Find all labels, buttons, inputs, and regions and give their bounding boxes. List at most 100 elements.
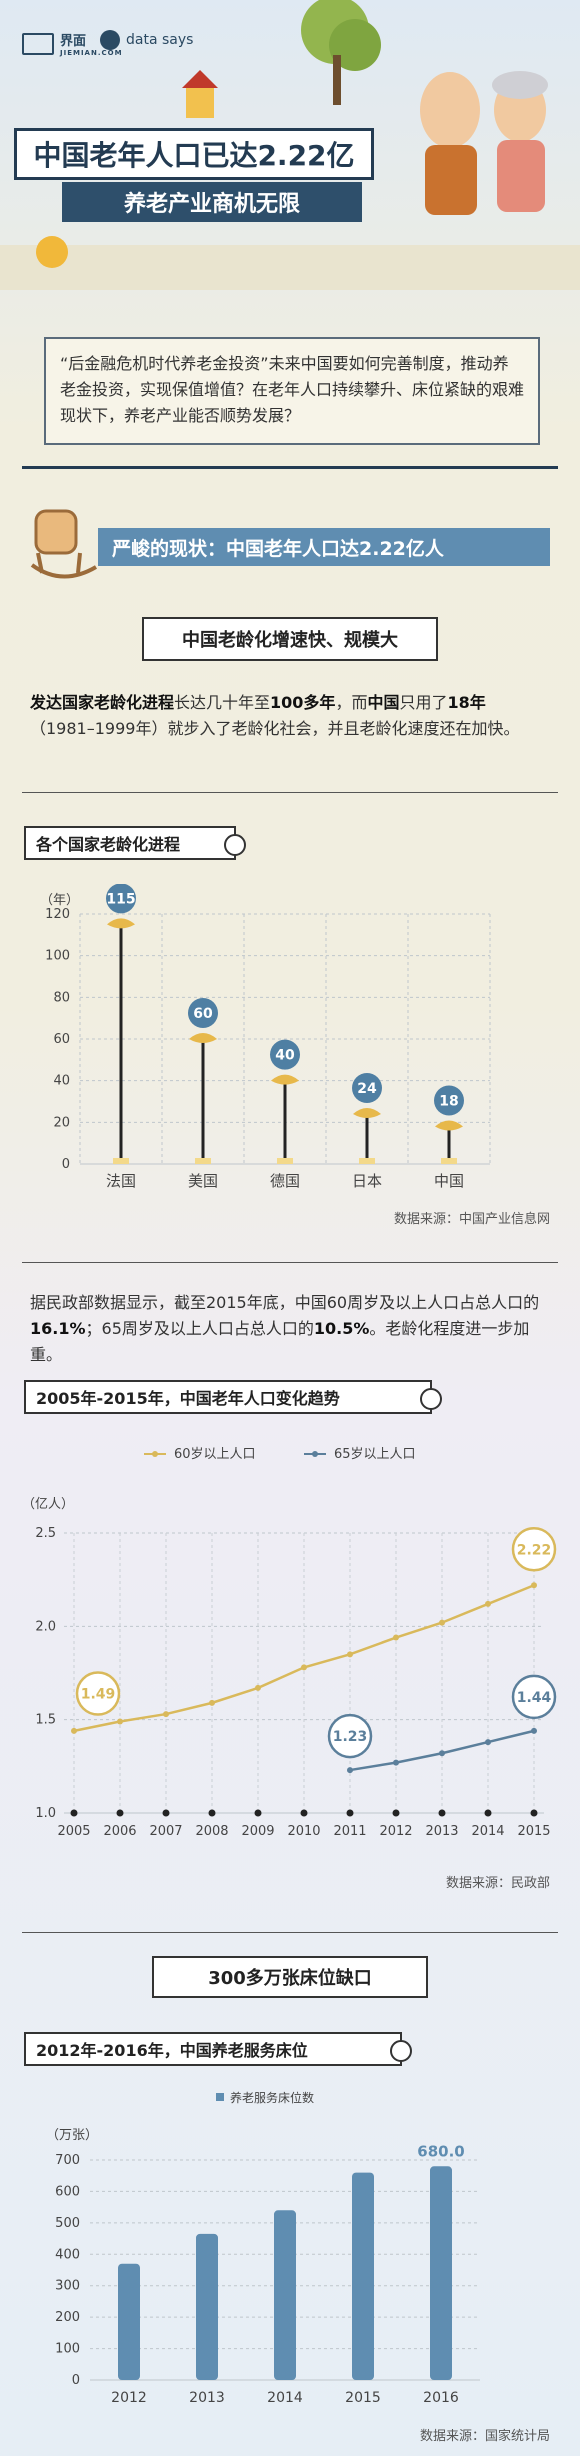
chart2-xaxis-dot <box>70 1809 78 1817</box>
chart3-legend-label: 养老服务床位数 <box>230 2090 314 2105</box>
chart3-category-label: 2013 <box>189 2390 225 2406</box>
chart2-xtick-label: 2013 <box>425 1824 458 1839</box>
para1-bold-e: 中国 <box>367 693 400 712</box>
chart1-category-label: 法国 <box>106 1172 136 1190</box>
chart2-xaxis-dot <box>254 1809 262 1817</box>
chart2-series-point <box>531 1582 537 1589</box>
intro-box: “后金融危机时代养老金投资”未来中国要如何完善制度，推动养老金投资，实现保值增值… <box>44 337 540 445</box>
grandma-body-icon <box>497 140 545 212</box>
chart2-source: 数据来源：民政部 <box>445 1876 550 1891</box>
house-body-icon <box>186 88 214 118</box>
chart2-xtick-label: 2005 <box>57 1824 90 1839</box>
grandpa-head-icon <box>420 72 480 148</box>
chart1-value-label: 115 <box>106 891 135 907</box>
chart2-annotation-bubble <box>511 1527 557 1572</box>
chart3-ytick-label: 100 <box>55 2342 80 2357</box>
chart2-series-point <box>163 1711 169 1718</box>
chart2-ytick-label: 2.0 <box>35 1619 56 1634</box>
para1-text-d: ，而 <box>335 693 368 712</box>
chart2-xaxis-dot <box>530 1809 538 1817</box>
chart1-value-bubble <box>106 884 136 914</box>
chart2-series-point <box>301 1664 307 1671</box>
chart1-bar-base <box>359 1158 375 1164</box>
chart2-legend-marker <box>152 1451 158 1457</box>
chart3-ytick-label: 400 <box>55 2247 80 2262</box>
chart2-xaxis-dot <box>346 1809 354 1817</box>
divider <box>22 1262 558 1263</box>
chart1-value-bubble <box>434 1085 464 1116</box>
data-says-icon <box>100 30 120 50</box>
chart2-xtick-label: 2008 <box>195 1824 228 1839</box>
chart2-series-point <box>485 1600 491 1607</box>
chart2-xaxis-dot <box>162 1809 170 1817</box>
chart2-svg: 60岁以上人口 65岁以上人口 （亿人） 1.0 1.5 2.0 2.5 2005 2006 20… <box>22 1447 557 1839</box>
chart3-category-label: 2016 <box>423 2390 459 2406</box>
chart3-category-label: 2015 <box>345 2390 381 2406</box>
chart1-ytick-label: 80 <box>53 990 70 1005</box>
chart2-ytick-label: 1.5 <box>35 1713 56 1728</box>
para2-text-a: 据民政部数据显示，截至2015年底，中国60周岁及以上人口占总人口的 <box>30 1293 540 1312</box>
brand-name: 界面 <box>60 34 87 49</box>
para1-bold-c: 100多年 <box>270 693 336 712</box>
chart2-xtick-label: 2015 <box>517 1824 550 1839</box>
chart3-category-label: 2012 <box>111 2390 147 2406</box>
brand-sub: JIEMIAN.COM <box>60 49 123 57</box>
chart1-bar-cap-icon <box>435 1120 463 1131</box>
chart3-ylabel: （万张） <box>46 2128 98 2143</box>
para2-bold-d: 10.5% <box>313 1319 370 1338</box>
para1-bold-a: 发达国家老龄化进程 <box>30 693 175 712</box>
chart2-title: 2005年-2015年，中国老年人口变化趋势 <box>24 1380 442 1414</box>
chart2-xtick-label: 2007 <box>149 1824 182 1839</box>
chart2-annotation-bubble <box>327 1713 373 1759</box>
chart2-xtick-label: 2009 <box>241 1824 274 1839</box>
chart1-value-label: 40 <box>275 1048 295 1064</box>
chart2-annotation-label: 1.44 <box>517 1690 552 1706</box>
chart1-value-bubble <box>270 1039 300 1070</box>
house-roof-icon <box>182 70 218 88</box>
chart2-xaxis-dot <box>484 1809 492 1817</box>
chart1-ylabel: （年） <box>40 893 79 908</box>
chart1-svg: （年） 0 20 40 60 80 100 120 115 法国 60 美国 40 德国 24 日本 18 中国 <box>40 884 491 1190</box>
chart2-xaxis-dot <box>438 1809 446 1817</box>
para1-text-b: 长达几十年至 <box>174 693 271 712</box>
chart2-legend-marker <box>312 1451 318 1457</box>
chart1-bar-base <box>441 1158 457 1164</box>
chart2-series-point <box>347 1651 353 1658</box>
chart2-legend-label: 65岁以上人口 <box>334 1447 416 1462</box>
chart2-xtick-label: 2014 <box>471 1824 504 1839</box>
chart3-value-label: 680.0 <box>417 2142 464 2160</box>
data-says-logo: data says <box>100 30 193 50</box>
chart3-ytick-label: 600 <box>55 2184 80 2199</box>
chart2-series-point <box>117 1718 123 1725</box>
chart1-bar-base <box>195 1158 211 1164</box>
chart2-annotation-label: 1.49 <box>81 1687 116 1703</box>
para1-text-h: （1981–1999年）就步入了老龄化社会，并且老龄化速度还在加快。 <box>30 719 520 738</box>
chart1-bar-cap-icon <box>107 918 135 929</box>
chart2-series-point <box>439 1750 445 1757</box>
chart2-annotation-label: 2.22 <box>517 1542 552 1558</box>
chart1-value-bubble <box>352 1073 382 1103</box>
chart2-series-point <box>71 1727 77 1734</box>
grandma-hair-icon <box>492 71 548 99</box>
chart2-legend-label: 60岁以上人口 <box>174 1447 256 1462</box>
chart2-xaxis-dot <box>392 1809 400 1817</box>
chart1-title: 各个国家老龄化进程 <box>24 826 246 860</box>
chart2-xaxis-dot <box>116 1809 124 1817</box>
chart3-title: 2012年-2016年，中国养老服务床位 <box>24 2032 412 2066</box>
box-title-beds: 300多万张床位缺口 <box>152 1956 428 1998</box>
chart2-xtick-label: 2012 <box>379 1824 412 1839</box>
chart3-bar <box>196 2233 218 2380</box>
chart2-xtick-label: 2006 <box>103 1824 136 1839</box>
chart1-value-label: 24 <box>357 1081 377 1097</box>
chart2-ytick-label: 1.0 <box>35 1806 56 1821</box>
header-illustration <box>0 0 580 290</box>
chart2-series-point <box>393 1759 399 1766</box>
title-tag-knob-icon <box>224 834 246 856</box>
chart1-bar-cap-icon <box>271 1074 299 1085</box>
chart3-bar <box>274 2210 296 2380</box>
chart3-ytick-label: 500 <box>55 2216 80 2231</box>
paragraph-aging-speed: 发达国家老龄化进程长达几十年至100多年，而中国只用了18年 （1981–1999… <box>30 690 550 742</box>
data-says-label: data says <box>126 32 194 48</box>
para2-text-c: ；65周岁及以上人口占总人口的 <box>85 1319 314 1338</box>
chart3-ytick-label: 300 <box>55 2279 80 2294</box>
